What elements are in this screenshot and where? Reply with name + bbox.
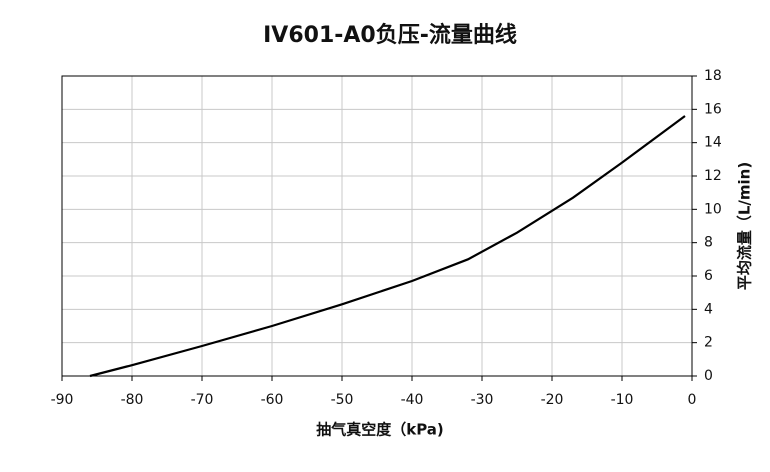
x-tick-label: -20 <box>541 392 564 408</box>
y-axis-label: 平均流量（L/min) <box>736 162 754 290</box>
y-tick-label: 16 <box>704 101 722 117</box>
x-tick-label: -70 <box>191 392 214 408</box>
y-tick-label: 10 <box>704 201 722 217</box>
y-tick-label: 4 <box>704 301 713 317</box>
x-tick-label: -50 <box>331 392 354 408</box>
y-tick-label: 2 <box>704 335 713 351</box>
x-tick-label: -90 <box>51 392 74 408</box>
x-tick-label: 0 <box>688 392 697 408</box>
y-tick-label: 12 <box>704 168 722 184</box>
x-tick-label: -10 <box>611 392 634 408</box>
x-axis-label: 抽气真空度（kPa) <box>316 421 444 439</box>
y-tick-label: 6 <box>704 268 713 284</box>
x-tick-label: -40 <box>401 392 424 408</box>
x-tick-label: -80 <box>121 392 144 408</box>
y-tick-label: 14 <box>704 135 722 151</box>
data-line <box>89 115 686 378</box>
y-tick-label: 18 <box>704 68 722 84</box>
plot-frame <box>61 75 693 377</box>
x-tick-label: -30 <box>471 392 494 408</box>
y-tick-label: 0 <box>704 368 713 384</box>
x-tick-label: -60 <box>261 392 284 408</box>
y-tick-label: 8 <box>704 235 713 251</box>
chart-title: IV601-A0负压-流量曲线 <box>263 22 517 48</box>
